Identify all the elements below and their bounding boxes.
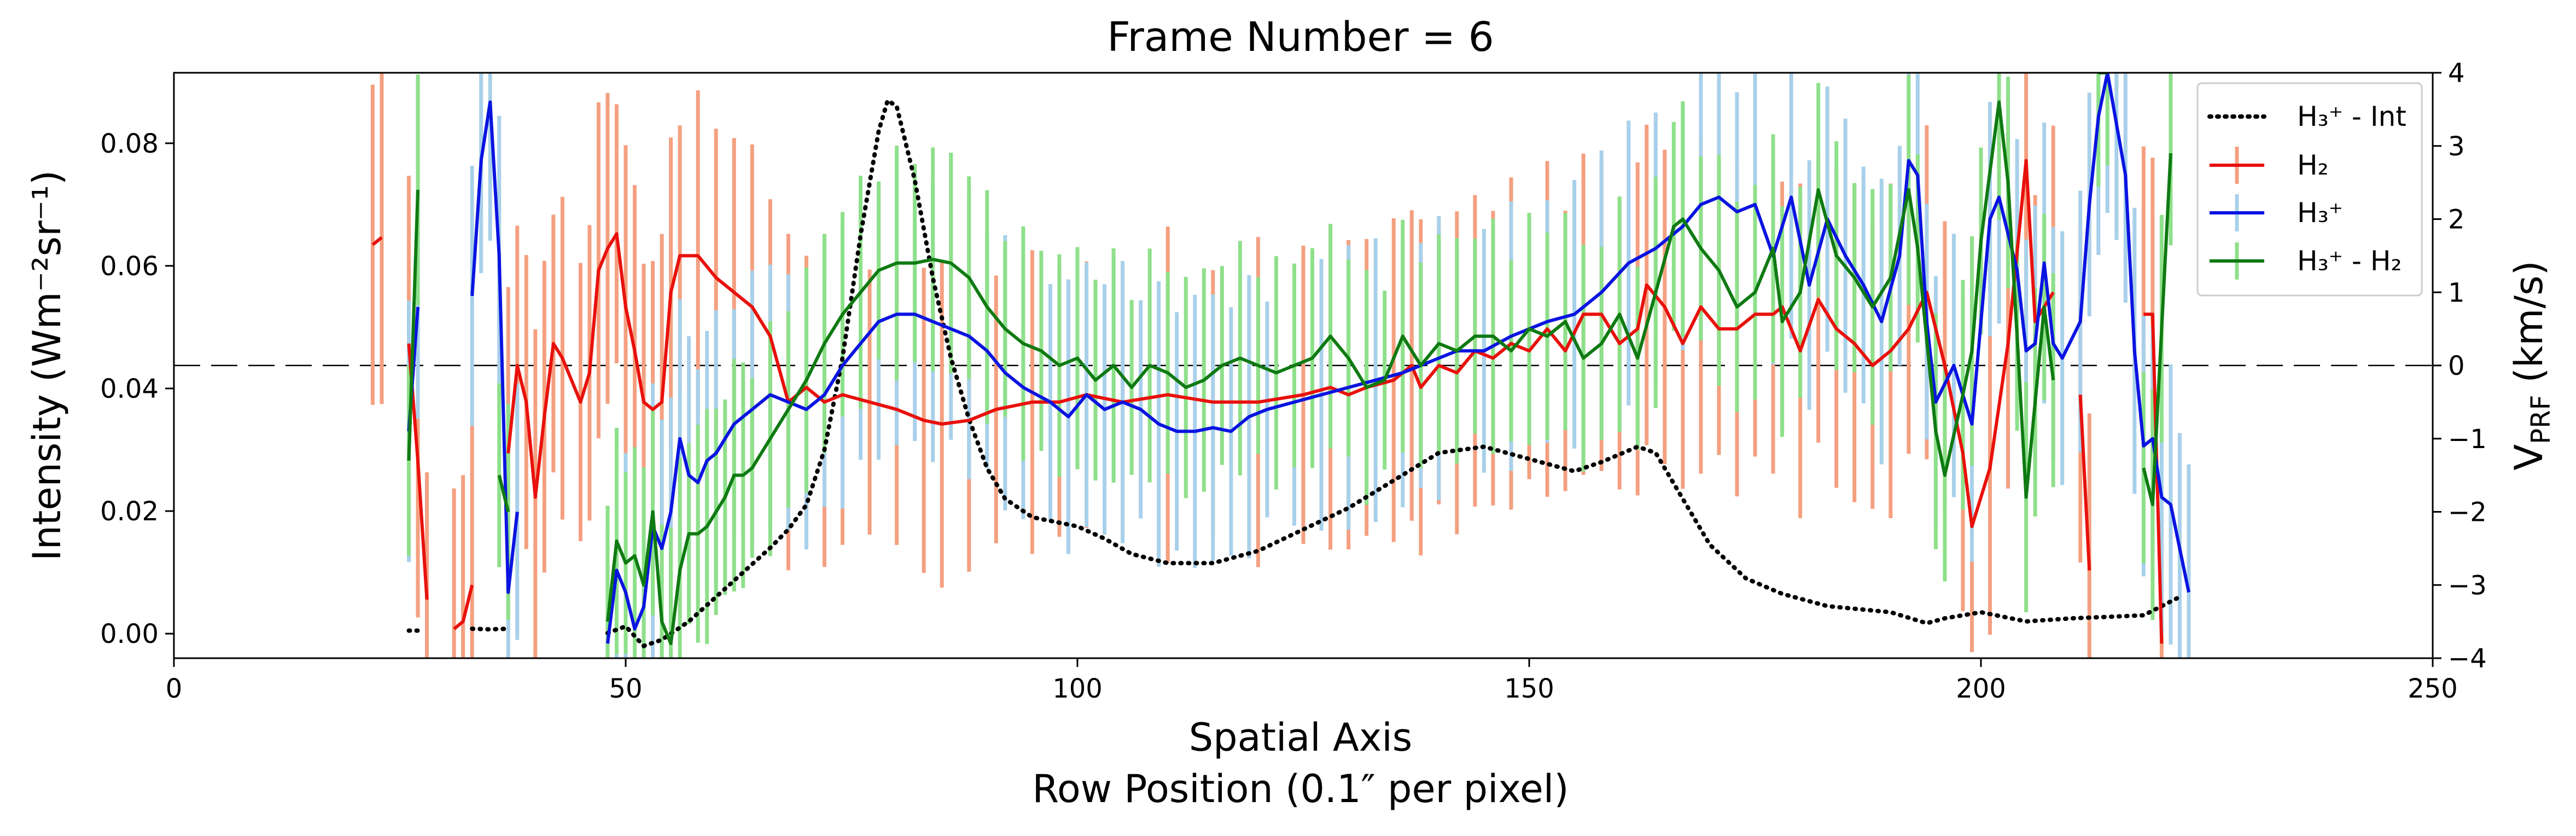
y-axis-right-label: VPRF (km/s) <box>2507 260 2556 470</box>
y-axis-right-label-main: V <box>2507 444 2551 471</box>
x-axis-label: Spatial Axis <box>1189 715 1412 760</box>
series-line-h3-int-2 <box>605 97 2182 649</box>
series-line-h2-2 <box>453 584 474 630</box>
legend-item-h3-int: H₃⁺ - Int <box>2207 101 2406 132</box>
series-line-h3-h2-0 <box>407 189 419 461</box>
series-line-h3-h2-1 <box>497 474 510 513</box>
x-tick-label: 150 <box>1504 674 1554 704</box>
legend-item-h3-minus-h2: H₃⁺ - H₂ <box>2210 242 2402 280</box>
legend-label-h3-minus-h2: H₃⁺ - H₂ <box>2297 245 2402 277</box>
series-line-h2-0 <box>371 236 383 246</box>
y-right-tick-label: −3 <box>2448 570 2487 601</box>
y-axis-right-label-unit: (km/s) <box>2507 260 2551 395</box>
y-axis-right: −4 −3 −2 −1 0 1 2 3 4 <box>2433 58 2487 674</box>
y-axis-right-label-sub: PRF <box>2526 395 2556 444</box>
series-line-h2-5 <box>2143 312 2164 644</box>
series-line-h2-3 <box>506 159 2055 529</box>
x-tick-label: 50 <box>609 674 642 704</box>
y-left-tick-label: 0.06 <box>100 251 159 282</box>
legend-label-h3: H₃⁺ <box>2297 197 2343 229</box>
series-line-h2-4 <box>2078 394 2091 571</box>
series-line-h3-1 <box>470 100 519 594</box>
plot-area <box>174 73 2433 658</box>
y-axis-left: 0.00 0.02 0.04 0.06 0.08 <box>100 129 174 649</box>
y-right-tick-label: 2 <box>2448 205 2465 235</box>
x-axis: 0 50 100 150 200 250 <box>166 658 2458 704</box>
x-axis-sublabel: Row Position (0.1″ per pixel) <box>1032 767 1569 811</box>
chart-title: Frame Number = 6 <box>1107 14 1494 61</box>
y-right-tick-label: 1 <box>2448 277 2465 308</box>
legend-label-h3-int: H₃⁺ - Int <box>2297 101 2406 132</box>
x-tick-label: 200 <box>1956 674 2006 704</box>
x-tick-label: 100 <box>1052 674 1103 704</box>
y-right-tick-label: −4 <box>2448 643 2487 674</box>
x-tick-label: 0 <box>166 674 183 704</box>
series-line-h3-h2-4 <box>2142 153 2172 507</box>
y-right-tick-label: 4 <box>2448 58 2465 89</box>
y-axis-left-label: Intensity (Wm⁻²sr⁻¹) <box>25 170 69 561</box>
y-left-tick-label: 0.04 <box>100 374 159 404</box>
y-left-tick-label: 0.02 <box>100 496 159 527</box>
legend: H₃⁺ - Int H₂ H₃⁺ H₃⁺ - H₂ <box>2196 82 2423 297</box>
y-right-tick-label: 3 <box>2448 131 2465 162</box>
legend-item-h3: H₃⁺ <box>2210 194 2343 231</box>
legend-item-h2: H₂ <box>2210 147 2329 184</box>
legend-label-h2: H₂ <box>2297 149 2329 181</box>
y-right-tick-label: 0 <box>2448 351 2465 381</box>
legend-box <box>2196 82 2423 297</box>
series-line-h3-h2-2 <box>606 100 2055 646</box>
x-tick-label: 250 <box>2408 674 2458 704</box>
y-left-tick-label: 0.08 <box>100 129 159 159</box>
y-right-tick-label: −1 <box>2448 424 2487 455</box>
y-left-tick-label: 0.00 <box>100 619 159 649</box>
y-right-tick-label: −2 <box>2448 497 2487 528</box>
